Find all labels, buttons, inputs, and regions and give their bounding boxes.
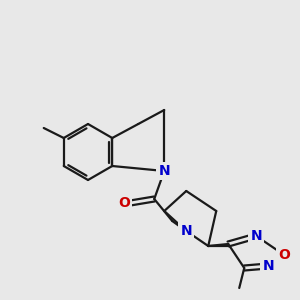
Text: O: O xyxy=(278,248,290,262)
Text: N: N xyxy=(158,164,170,178)
Text: N: N xyxy=(250,229,262,243)
Text: O: O xyxy=(118,196,130,210)
Text: N: N xyxy=(262,259,274,273)
Text: N: N xyxy=(180,224,192,238)
